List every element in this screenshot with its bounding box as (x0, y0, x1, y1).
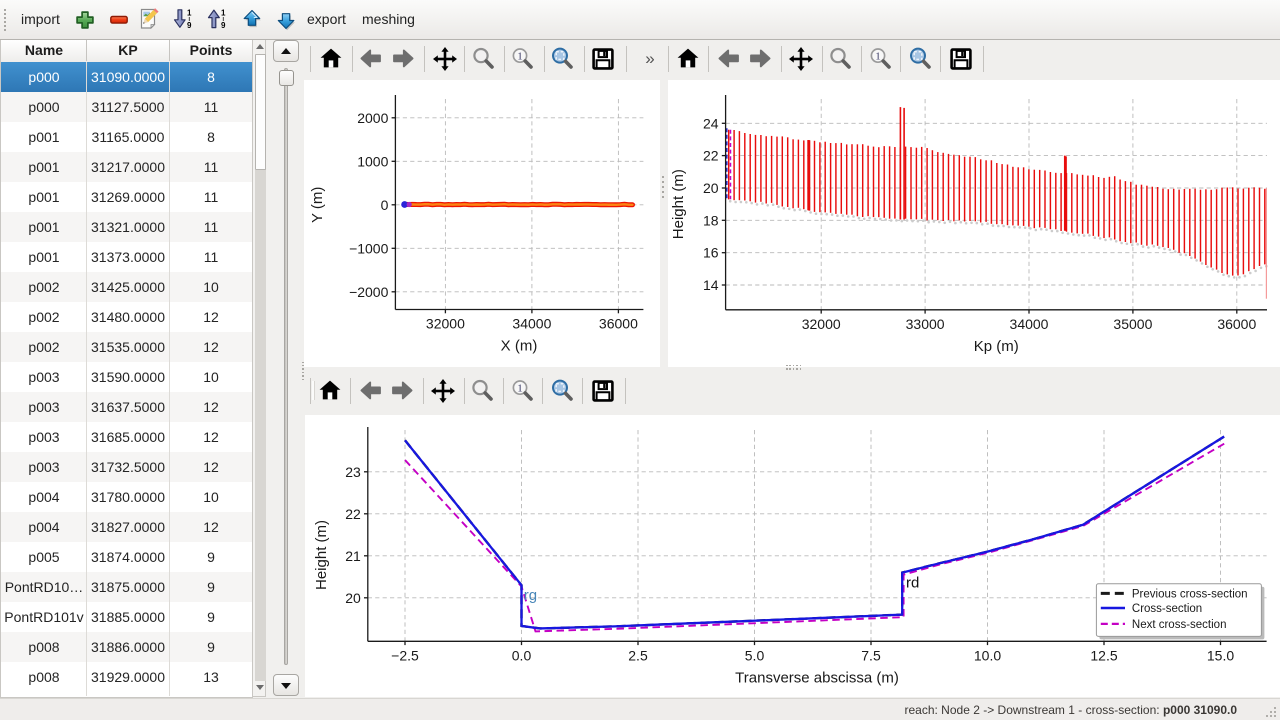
svg-text:36000: 36000 (1217, 316, 1256, 332)
svg-text:32000: 32000 (802, 316, 841, 332)
svg-text:21: 21 (345, 548, 361, 564)
svg-text:15.0: 15.0 (1207, 647, 1234, 663)
svg-text:22: 22 (345, 506, 361, 522)
svg-text:20: 20 (345, 590, 361, 606)
svg-text:5.0: 5.0 (745, 647, 765, 663)
svg-text:24: 24 (703, 115, 719, 131)
svg-text:36000: 36000 (599, 316, 638, 332)
svg-text:Cross-section: Cross-section (1132, 603, 1202, 615)
svg-text:Kp (m): Kp (m) (974, 338, 1019, 355)
svg-text:Y (m): Y (m) (309, 187, 326, 223)
svg-text:2000: 2000 (357, 110, 388, 126)
svg-text:16: 16 (703, 245, 719, 261)
svg-text:33000: 33000 (906, 316, 945, 332)
svg-text:1: 1 (875, 50, 881, 62)
svg-text:rg: rg (524, 587, 537, 604)
svg-text:Height (m): Height (m) (313, 520, 330, 590)
svg-text:1: 1 (187, 9, 192, 18)
svg-text:Transverse abscissa (m): Transverse abscissa (m) (735, 669, 899, 686)
svg-text:1: 1 (517, 50, 523, 62)
svg-text:−1000: −1000 (349, 240, 389, 256)
svg-text:10.0: 10.0 (974, 647, 1001, 663)
svg-text:32000: 32000 (426, 316, 465, 332)
svg-text:1: 1 (221, 9, 226, 18)
svg-text:35000: 35000 (1113, 316, 1152, 332)
svg-text:22: 22 (703, 148, 719, 164)
svg-text:X (m): X (m) (501, 338, 538, 355)
svg-text:0.0: 0.0 (512, 647, 532, 663)
svg-text:23: 23 (345, 464, 361, 480)
svg-text:1000: 1000 (357, 153, 388, 169)
svg-text:Height (m): Height (m) (670, 169, 687, 239)
svg-text:7.5: 7.5 (861, 647, 881, 663)
svg-text:34000: 34000 (1010, 316, 1049, 332)
svg-text:rd: rd (906, 574, 919, 591)
svg-text:−2.5: −2.5 (391, 647, 419, 663)
svg-text:0: 0 (381, 197, 389, 213)
svg-text:»: » (645, 49, 654, 68)
svg-text:2.5: 2.5 (628, 647, 648, 663)
svg-text:34000: 34000 (512, 316, 551, 332)
svg-text:1: 1 (517, 382, 523, 394)
svg-text:9: 9 (187, 21, 192, 30)
svg-text:−2000: −2000 (349, 284, 389, 300)
svg-text:12.5: 12.5 (1090, 647, 1117, 663)
svg-text:14: 14 (703, 277, 719, 293)
svg-text:9: 9 (221, 21, 226, 30)
svg-text:18: 18 (703, 212, 719, 228)
svg-text:Previous cross-section: Previous cross-section (1132, 588, 1248, 600)
svg-text:20: 20 (703, 180, 719, 196)
svg-text:Next cross-section: Next cross-section (1132, 619, 1227, 631)
